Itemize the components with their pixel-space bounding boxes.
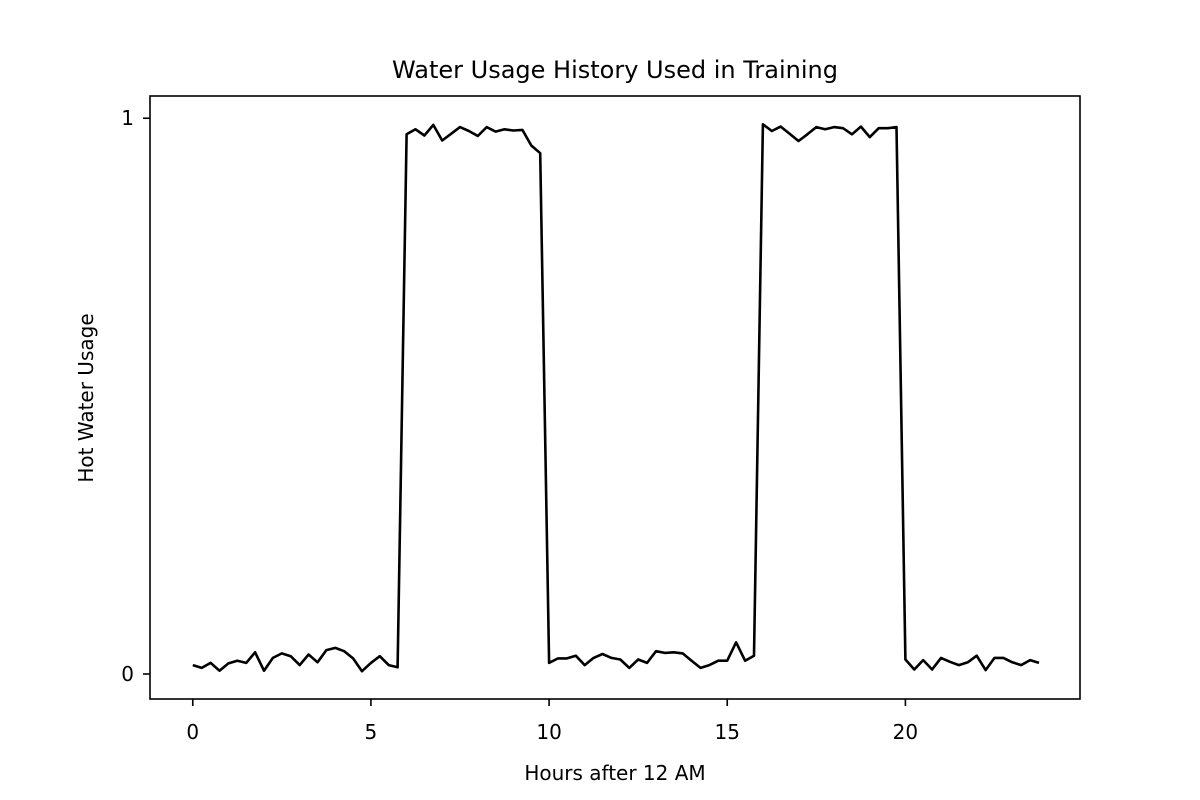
x-tick-label: 0 [186,720,199,744]
y-axis: 01 [121,106,150,686]
x-axis-label: Hours after 12 AM [524,761,705,785]
x-tick-label: 15 [715,720,740,744]
hot-water-usage-line [192,123,1040,673]
y-axis-label: Hot Water Usage [74,313,98,482]
x-tick-label: 10 [536,720,561,744]
plot-frame [149,95,1081,700]
chart-title: Water Usage History Used in Training [392,56,838,84]
x-axis: 0 5 10 15 20 [186,699,918,744]
x-tick-label: 20 [893,720,918,744]
y-tick-label: 0 [121,662,134,686]
y-tick-label: 1 [121,106,134,130]
x-tick-label: 5 [365,720,378,744]
